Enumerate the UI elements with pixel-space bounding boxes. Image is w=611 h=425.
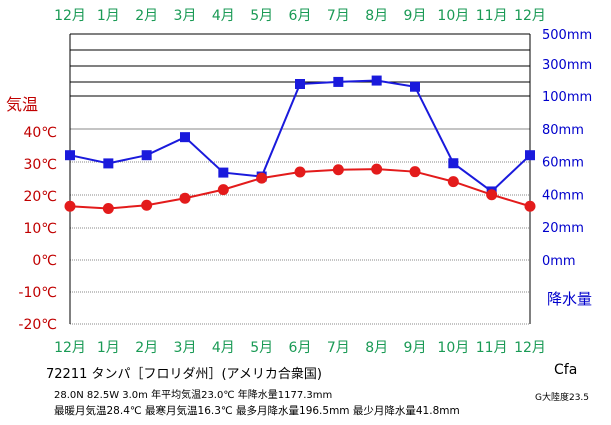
precipitation-tick: 20mm [542, 221, 584, 236]
bottom-month-labels: 12月 1月 2月 3月 4月 5月 6月 7月 8月 9月 10月 11月 12月 [54, 340, 546, 356]
month-label-top: 8月 [365, 8, 388, 24]
temperature-tick: -20℃ [18, 317, 57, 333]
temperature-point [524, 200, 536, 212]
precipitation-point [333, 76, 344, 87]
temperature-tick: 40℃ [23, 125, 57, 141]
temperature-point [179, 192, 191, 204]
month-label-top: 3月 [174, 8, 197, 24]
precipitation-tick: 100mm [542, 90, 592, 105]
month-label-top: 4月 [212, 8, 235, 24]
precipitation-point [525, 150, 535, 161]
month-label-top: 11月 [476, 8, 508, 24]
temperature-tick: 0℃ [32, 253, 57, 269]
temperature-tick: -10℃ [18, 285, 57, 301]
month-label-bottom: 1月 [97, 340, 120, 356]
month-label-bottom: 4月 [212, 340, 235, 356]
temperature-point [294, 166, 306, 178]
temperature-point [486, 189, 498, 201]
month-label-top: 12月 [54, 8, 86, 24]
temperature-point [256, 172, 268, 184]
precipitation-tick: 60mm [542, 156, 584, 171]
month-label-top: 6月 [289, 8, 312, 24]
series-layer [64, 75, 536, 214]
temperature-point [141, 199, 153, 211]
station-extremes: 最暖月気温28.4℃ 最寒月気温16.3℃ 最多月降水量196.5mm 最少月降… [54, 405, 460, 417]
temperature-point [332, 164, 344, 176]
month-label-top: 5月 [250, 8, 273, 24]
month-label-bottom: 10月 [437, 340, 469, 356]
month-label-bottom: 7月 [327, 340, 350, 356]
precipitation-tick: 40mm [542, 188, 584, 203]
precipitation-tick: 0mm [542, 254, 576, 269]
temperature-axis-title: 気温 [6, 95, 38, 114]
month-label-top: 12月 [514, 8, 546, 24]
month-label-bottom: 12月 [54, 340, 86, 356]
precipitation-point [218, 167, 229, 178]
month-label-top: 10月 [437, 8, 469, 24]
temperature-point [64, 200, 76, 212]
precipitation-point [371, 75, 382, 86]
temperature-point [102, 202, 114, 214]
precipitation-tick: 80mm [542, 123, 584, 138]
month-label-bottom: 9月 [404, 340, 427, 356]
precipitation-point [65, 150, 75, 161]
temperature-tick: 20℃ [23, 189, 57, 205]
temperature-point [409, 166, 421, 178]
station-title: 72211 タンパ［フロリダ州］(アメリカ合衆国) [46, 367, 322, 382]
precipitation-point [141, 150, 152, 161]
temperature-tick: 30℃ [23, 157, 57, 173]
precipitation-point [410, 81, 420, 92]
precipitation-tick: 500mm [542, 28, 592, 43]
temperature-point [217, 184, 229, 196]
month-label-top: 2月 [135, 8, 158, 24]
precipitation-tick: 300mm [542, 58, 592, 73]
temperature-point [447, 176, 459, 188]
continentality-index: G大陸度23.5 [535, 393, 590, 403]
top-month-labels: 12月 1月 2月 3月 4月 5月 6月 7月 8月 9月 10月 11月 12月 [54, 8, 546, 24]
temperature-tick-labels: 40℃ 30℃ 20℃ 10℃ 0℃ -10℃ -20℃ [18, 125, 57, 333]
station-summary: 28.0N 82.5W 3.0m 年平均気温23.0℃ 年降水量1177.3mm [54, 390, 333, 401]
precipitation-point [295, 79, 305, 89]
month-label-bottom: 3月 [174, 340, 197, 356]
month-label-bottom: 6月 [289, 340, 312, 356]
month-label-bottom: 8月 [365, 340, 388, 356]
precipitation-axis-title: 降水量 [547, 290, 592, 308]
temperature-point [371, 163, 383, 175]
month-label-bottom: 5月 [250, 340, 273, 356]
temperature-tick: 10℃ [23, 221, 57, 237]
month-label-bottom: 11月 [476, 340, 508, 356]
month-label-top: 7月 [327, 8, 350, 24]
precipitation-point [103, 158, 114, 169]
month-label-bottom: 12月 [514, 340, 546, 356]
precipitation-point [180, 132, 190, 143]
month-label-bottom: 2月 [135, 340, 158, 356]
month-label-top: 1月 [97, 8, 120, 24]
chart-grid [69, 33, 531, 325]
month-label-top: 9月 [404, 8, 427, 24]
precipitation-point [448, 158, 459, 169]
koppen-class: Cfa [554, 362, 578, 378]
precipitation-tick-labels: 500mm 300mm 100mm 80mm 60mm 40mm 20mm 0mm [542, 28, 592, 269]
